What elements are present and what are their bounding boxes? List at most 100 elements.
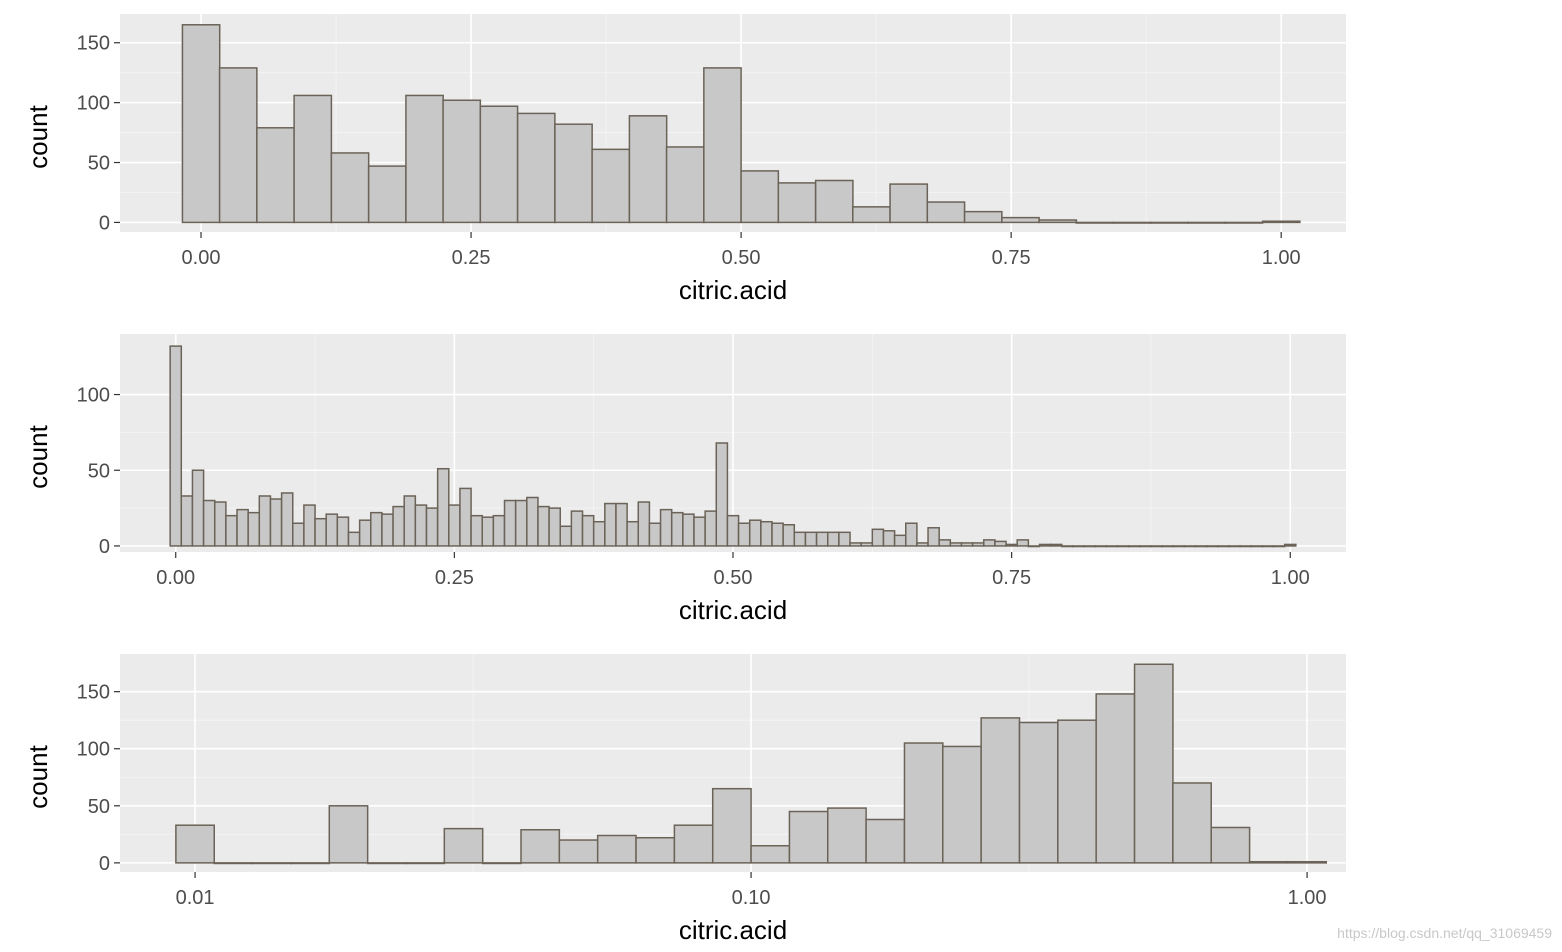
histogram-bar xyxy=(366,862,407,865)
y-tick-label: 0 xyxy=(99,853,110,875)
histogram-bar xyxy=(849,542,862,547)
histogram-bar xyxy=(814,179,854,224)
histogram-bar xyxy=(403,495,417,547)
histogram-bar xyxy=(1038,219,1078,224)
histogram-bar xyxy=(537,505,550,547)
histogram-bar xyxy=(325,513,339,547)
watermark-text: https://blog.csdn.net/qq_31069459 xyxy=(1337,925,1552,941)
histogram-bar xyxy=(175,824,215,864)
histogram-bar xyxy=(1172,545,1186,548)
histogram-bar xyxy=(481,516,495,547)
histogram-panel-top: 0 50 100 150 0.00 0.25 0.50 0.75 1.00 citric.acid… xyxy=(23,14,1346,305)
histogram-bar xyxy=(838,531,851,547)
histogram-bar xyxy=(247,511,261,547)
histogram-bar xyxy=(436,467,450,547)
histogram-bar xyxy=(737,522,751,547)
histogram-bar xyxy=(347,531,361,547)
histogram-bar xyxy=(328,805,369,864)
histogram-bar xyxy=(1287,860,1328,864)
histogram-bar xyxy=(225,514,238,547)
histogram-bar xyxy=(1083,545,1096,548)
x-tick-label: 0.25 xyxy=(435,567,474,589)
histogram-bar xyxy=(405,862,446,865)
histogram-bar xyxy=(258,495,272,547)
histogram-bar xyxy=(1172,782,1212,864)
histogram-bar xyxy=(213,501,227,547)
histogram-bar xyxy=(293,94,333,224)
histogram-bar xyxy=(960,542,974,547)
y-tick-label: 150 xyxy=(77,33,110,55)
histogram-bar xyxy=(1261,545,1275,548)
x-axis-title: citric.acid xyxy=(679,275,787,305)
histogram-bar xyxy=(673,824,714,864)
histogram-bar xyxy=(994,540,1007,547)
histogram-bar xyxy=(520,829,561,864)
x-axis-title: citric.acid xyxy=(679,595,787,625)
histogram-bar xyxy=(448,504,461,547)
histogram-bar xyxy=(514,499,528,547)
histogram-bar xyxy=(548,507,561,547)
histogram-bar xyxy=(726,514,740,547)
histogram-bar xyxy=(503,499,517,547)
histogram-bar xyxy=(1194,545,1208,548)
y-axis-title: count xyxy=(23,104,53,168)
y-tick-label: 50 xyxy=(88,460,110,482)
histogram-bar xyxy=(1150,221,1189,224)
histogram-bar xyxy=(980,717,1021,864)
histogram-bar xyxy=(336,516,350,547)
histogram-bar xyxy=(290,862,331,865)
histogram-bar xyxy=(1187,221,1227,224)
histogram-bar xyxy=(826,531,840,547)
histogram-bar xyxy=(292,522,305,547)
histogram-bar xyxy=(1038,543,1052,547)
histogram-panel-bottom: 0 50 100 150 0.01 0.10 1.00 citric.acid count xyxy=(23,654,1346,945)
histogram-bar xyxy=(704,510,718,547)
histogram-bar xyxy=(615,502,628,547)
histogram-bar xyxy=(581,514,595,547)
histogram-bar xyxy=(628,115,668,224)
histogram-bar xyxy=(559,525,573,547)
histogram-bar xyxy=(516,112,556,224)
histogram-bar xyxy=(459,487,472,547)
histogram-bar xyxy=(526,496,539,547)
y-tick-label: 50 xyxy=(88,153,110,175)
histogram-bar xyxy=(314,517,327,547)
histogram-bar xyxy=(358,519,372,547)
histogram-bar xyxy=(670,511,684,547)
histogram-bar xyxy=(1150,545,1163,548)
histogram-bar xyxy=(1057,719,1097,864)
histogram-bar xyxy=(793,531,807,547)
histogram-bar xyxy=(1027,545,1041,548)
histogram-bar xyxy=(251,862,292,865)
histogram-bar xyxy=(554,123,593,224)
y-tick-label: 0 xyxy=(99,536,110,558)
histogram-bar xyxy=(903,742,944,864)
histogram-bar xyxy=(256,127,295,224)
histogram-bar xyxy=(181,24,221,224)
y-tick-label: 100 xyxy=(77,385,110,407)
histogram-bar xyxy=(1239,545,1253,548)
histogram-bar xyxy=(180,495,194,547)
histogram-bar xyxy=(815,531,829,547)
x-tick-label: 0.10 xyxy=(732,887,771,909)
x-tick-label: 0.50 xyxy=(714,567,753,589)
y-tick-label: 150 xyxy=(77,682,110,704)
histogram-bar xyxy=(280,492,294,547)
histogram-bar xyxy=(479,105,519,224)
histogram-bar xyxy=(771,522,784,547)
histogram-bar xyxy=(949,542,963,547)
y-tick-label: 50 xyxy=(88,796,110,818)
histogram-bar xyxy=(1001,216,1040,224)
histogram-bar xyxy=(367,165,407,224)
histogram-bar xyxy=(1127,545,1141,548)
histogram-bar xyxy=(860,542,874,547)
histogram-bar xyxy=(1016,539,1030,547)
histogram-bar xyxy=(1105,545,1119,548)
y-tick-label: 0 xyxy=(99,212,110,234)
histogram-bar xyxy=(191,469,205,547)
x-tick-label: 0.01 xyxy=(176,887,215,909)
histogram-bar xyxy=(938,539,952,547)
x-tick-label: 1.00 xyxy=(1288,887,1327,909)
histogram-bar xyxy=(760,520,773,547)
